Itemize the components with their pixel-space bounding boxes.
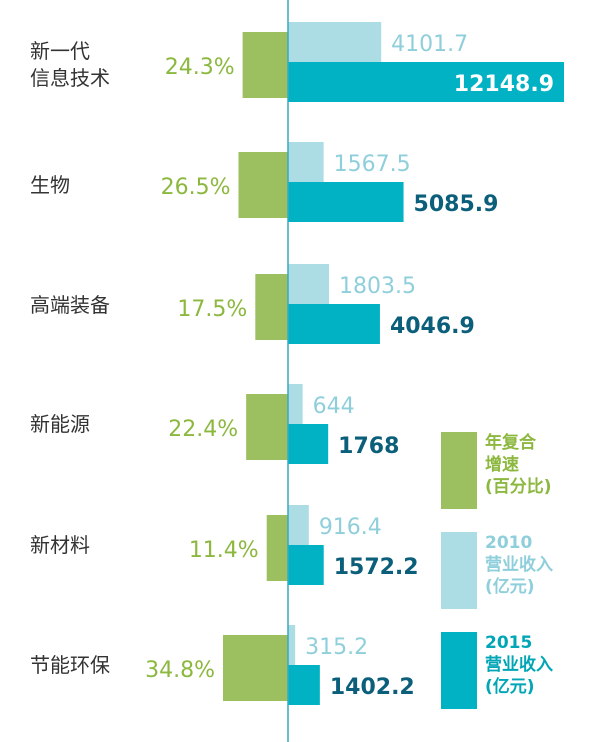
category-label-4: 新材料 bbox=[30, 533, 90, 557]
revenue-2015-bar-2 bbox=[288, 304, 380, 344]
legend: 年复合 增速 (百分比) 2010 营业收入 (亿元) 2015 营业收入 (亿… bbox=[441, 432, 591, 712]
growth-bar-0 bbox=[242, 32, 288, 98]
revenue-2010-value-label-3: 644 bbox=[313, 394, 355, 419]
legend-swatch-2010 bbox=[441, 532, 477, 609]
legend-label-growth: 年复合 增速 (百分比) bbox=[485, 433, 552, 498]
revenue-2015-value-label-5: 1402.2 bbox=[330, 675, 415, 700]
growth-bar-4 bbox=[266, 515, 288, 581]
revenue-2010-bar-5 bbox=[288, 625, 296, 665]
revenue-2015-bar-3 bbox=[288, 424, 329, 464]
growth-value-label-4: 11.4% bbox=[189, 538, 259, 563]
revenue-2015-value-label-2: 4046.9 bbox=[390, 314, 475, 339]
growth-value-label-0: 24.3% bbox=[165, 55, 235, 80]
revenue-2015-bar-4 bbox=[288, 545, 324, 585]
legend-label-2015: 2015 营业收入 (亿元) bbox=[485, 633, 553, 698]
growth-value-label-1: 26.5% bbox=[161, 175, 231, 200]
category-label-2: 高端装备 bbox=[30, 293, 110, 317]
revenue-2010-bar-1 bbox=[288, 142, 324, 182]
growth-value-label-3: 22.4% bbox=[168, 417, 238, 442]
revenue-2010-value-label-5: 315.2 bbox=[305, 635, 368, 660]
revenue-2010-value-label-0: 4101.7 bbox=[391, 32, 468, 57]
category-label-3: 新能源 bbox=[30, 412, 90, 436]
growth-value-label-5: 34.8% bbox=[145, 658, 215, 683]
legend-label-2010: 2010 营业收入 (亿元) bbox=[485, 533, 553, 598]
growth-bar-2 bbox=[255, 274, 288, 340]
revenue-2015-value-label-4: 1572.2 bbox=[334, 555, 419, 580]
growth-bar-3 bbox=[246, 394, 288, 460]
revenue-2015-value-label-0: 12148.9 bbox=[454, 72, 554, 97]
growth-value-label-2: 17.5% bbox=[177, 297, 247, 322]
revenue-2015-value-label-1: 5085.9 bbox=[414, 192, 499, 217]
revenue-2010-bar-2 bbox=[288, 264, 329, 304]
growth-bar-5 bbox=[223, 635, 288, 701]
revenue-2010-value-label-1: 1567.5 bbox=[334, 152, 411, 177]
growth-bar-1 bbox=[238, 152, 288, 218]
revenue-2010-bar-0 bbox=[288, 22, 382, 62]
revenue-2015-bar-0 bbox=[288, 62, 564, 102]
category-label-0: 新一代 信息技术 bbox=[30, 39, 110, 90]
revenue-2010-value-label-2: 1803.5 bbox=[339, 274, 416, 299]
revenue-2015-value-label-3: 1768 bbox=[338, 434, 399, 459]
revenue-2015-bar-1 bbox=[288, 182, 404, 222]
revenue-2015-bar-5 bbox=[288, 665, 320, 705]
legend-swatch-2015 bbox=[441, 632, 477, 709]
revenue-2010-bar-4 bbox=[288, 505, 309, 545]
legend-swatch-growth bbox=[441, 432, 477, 509]
revenue-2010-bar-3 bbox=[288, 384, 303, 424]
revenue-2010-value-label-4: 916.4 bbox=[319, 515, 382, 540]
category-label-1: 生物 bbox=[30, 173, 70, 197]
category-label-5: 节能环保 bbox=[30, 653, 110, 677]
